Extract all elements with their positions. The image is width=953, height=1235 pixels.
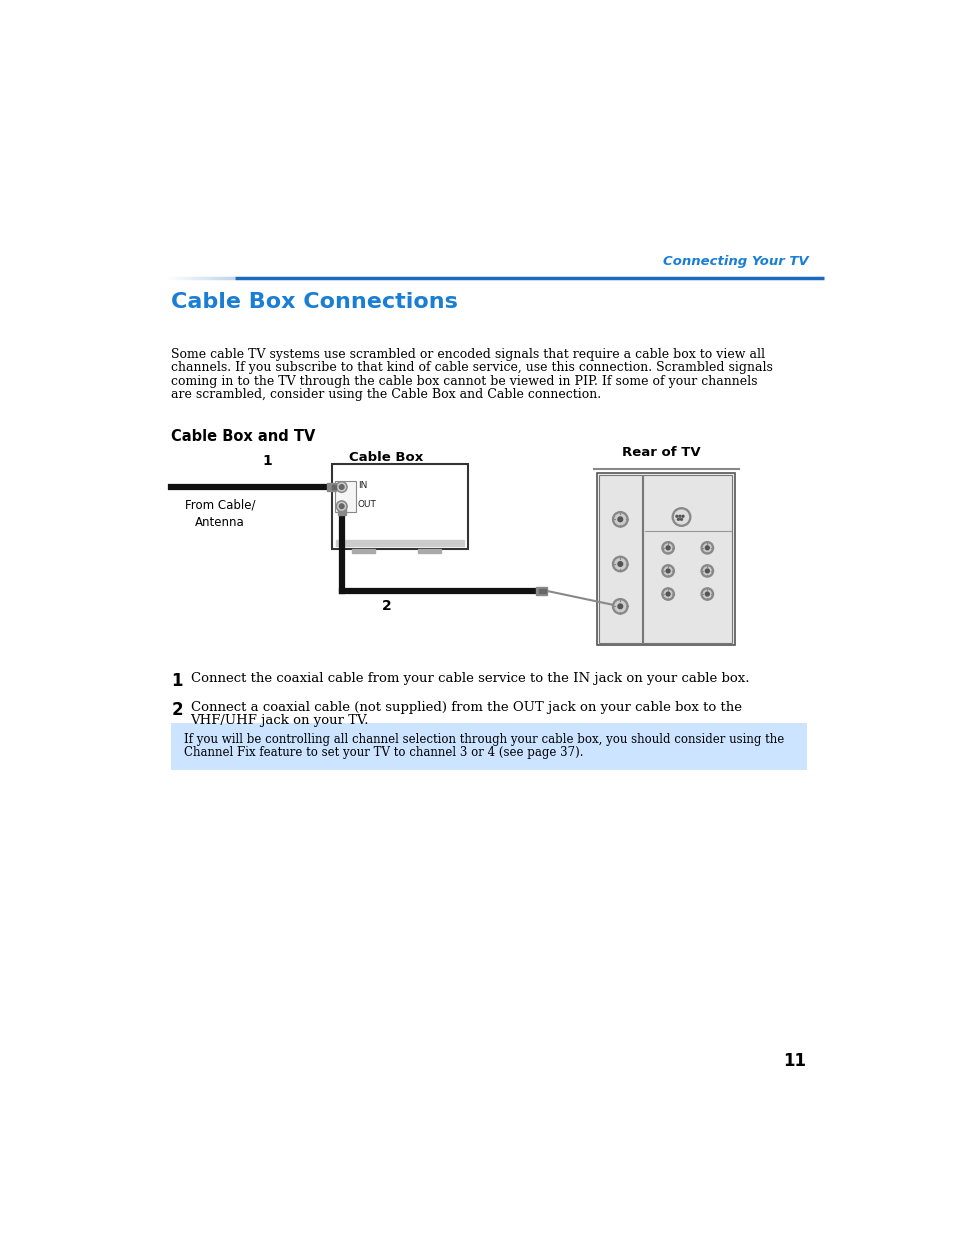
- Bar: [337, 505, 345, 515]
- Circle shape: [615, 514, 625, 525]
- Circle shape: [661, 542, 674, 555]
- Text: OUT: OUT: [357, 500, 376, 509]
- Text: AUX: AUX: [613, 504, 626, 509]
- Text: VIDEO: VIDEO: [691, 519, 708, 524]
- Circle shape: [612, 556, 627, 572]
- Text: 2: 2: [704, 487, 709, 493]
- Text: +: +: [721, 566, 729, 576]
- Circle shape: [700, 564, 713, 577]
- Bar: [538, 589, 545, 593]
- Circle shape: [665, 546, 669, 550]
- Bar: [332, 484, 335, 489]
- Text: From Cable/
Antenna: From Cable/ Antenna: [185, 499, 255, 529]
- Circle shape: [702, 567, 710, 574]
- Circle shape: [339, 504, 344, 509]
- Circle shape: [337, 483, 345, 490]
- FancyBboxPatch shape: [332, 464, 468, 548]
- Circle shape: [661, 588, 674, 600]
- Circle shape: [618, 562, 622, 567]
- Circle shape: [676, 515, 677, 517]
- Text: 11: 11: [782, 1052, 806, 1070]
- Circle shape: [335, 482, 347, 493]
- Text: 1: 1: [665, 487, 670, 493]
- FancyBboxPatch shape: [642, 474, 732, 643]
- Text: 1: 1: [171, 672, 182, 690]
- Circle shape: [700, 588, 713, 600]
- Circle shape: [665, 592, 669, 597]
- Circle shape: [339, 484, 344, 489]
- Text: If you will be controlling all channel selection through your cable box, you sho: If you will be controlling all channel s…: [183, 732, 783, 746]
- Circle shape: [679, 519, 681, 520]
- Text: Rear of TV: Rear of TV: [621, 446, 700, 459]
- Circle shape: [612, 511, 627, 527]
- Circle shape: [679, 515, 680, 517]
- Circle shape: [702, 543, 710, 552]
- Bar: [536, 587, 546, 595]
- Bar: [352, 548, 375, 553]
- Circle shape: [335, 501, 347, 511]
- FancyBboxPatch shape: [597, 473, 735, 645]
- Text: S-VIDEO: S-VIDEO: [691, 511, 713, 516]
- Circle shape: [661, 564, 674, 577]
- Circle shape: [665, 569, 669, 573]
- Text: Connect the coaxial cable from your cable service to the IN jack on your cable b: Connect the coaxial cable from your cabl…: [191, 672, 748, 684]
- Text: IN: IN: [357, 480, 367, 490]
- Bar: [335, 540, 464, 546]
- Circle shape: [663, 543, 671, 552]
- Circle shape: [615, 601, 625, 611]
- Text: Channel Fix feature to set your TV to channel 3 or 4 (see page 37).: Channel Fix feature to set your TV to ch…: [183, 746, 582, 760]
- Text: Some cable TV systems use scrambled or encoded signals that require a cable box : Some cable TV systems use scrambled or e…: [171, 348, 764, 362]
- Circle shape: [663, 590, 671, 598]
- Bar: [327, 483, 335, 490]
- Circle shape: [337, 503, 345, 510]
- Circle shape: [702, 590, 710, 598]
- Text: Cable Box: Cable Box: [349, 451, 423, 464]
- Bar: [417, 548, 440, 553]
- Circle shape: [618, 517, 622, 521]
- Circle shape: [612, 599, 627, 614]
- Text: +: +: [721, 543, 729, 553]
- Text: Cable Box and TV: Cable Box and TV: [171, 430, 315, 445]
- Circle shape: [677, 519, 679, 520]
- Text: 1: 1: [262, 453, 273, 468]
- Text: +: +: [721, 589, 729, 599]
- Circle shape: [618, 604, 622, 609]
- Text: 2: 2: [171, 701, 183, 719]
- Text: coming in to the TV through the cable box cannot be viewed in PIP. If some of yo: coming in to the TV through the cable bo…: [171, 374, 757, 388]
- Circle shape: [704, 569, 708, 573]
- Circle shape: [700, 542, 713, 555]
- Text: TO
CONNECTOR: TO CONNECTOR: [602, 546, 637, 557]
- Text: VHF/UHF jack on your TV.: VHF/UHF jack on your TV.: [191, 714, 369, 727]
- Circle shape: [615, 558, 625, 569]
- Circle shape: [663, 567, 671, 574]
- Circle shape: [674, 510, 688, 524]
- Circle shape: [681, 515, 683, 517]
- Text: Cable Box Connections: Cable Box Connections: [171, 293, 457, 312]
- Text: VHF/UHF: VHF/UHF: [608, 589, 632, 594]
- Text: are scrambled, consider using the Cable Box and Cable connection.: are scrambled, consider using the Cable …: [171, 388, 600, 400]
- Bar: [335, 480, 356, 513]
- Circle shape: [704, 546, 708, 550]
- Text: Connecting Your TV: Connecting Your TV: [662, 254, 808, 268]
- Text: 2: 2: [381, 599, 391, 613]
- Circle shape: [672, 508, 690, 526]
- Text: VIDEO IN: VIDEO IN: [671, 479, 702, 485]
- FancyBboxPatch shape: [171, 722, 806, 771]
- Text: channels. If you subscribe to that kind of cable service, use this connection. S: channels. If you subscribe to that kind …: [171, 362, 772, 374]
- Text: Connect a coaxial cable (not supplied) from the OUT jack on your cable box to th: Connect a coaxial cable (not supplied) f…: [191, 701, 740, 714]
- FancyBboxPatch shape: [598, 474, 641, 643]
- Circle shape: [704, 592, 708, 597]
